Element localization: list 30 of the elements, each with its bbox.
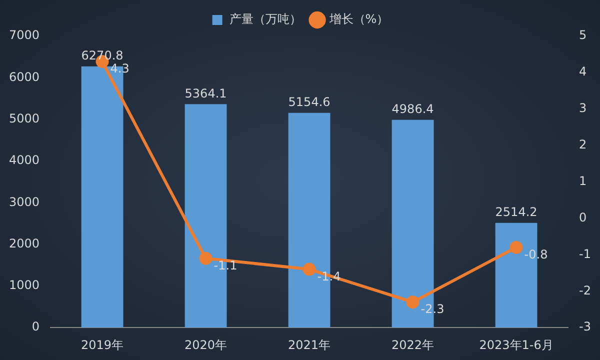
y2-tick-label: 4 [579, 64, 587, 79]
y2-tick-label: 0 [579, 210, 587, 224]
x-tick-label: 2019年 [81, 338, 124, 352]
x-tick-label: 2021年 [288, 338, 331, 352]
y-tick-label: 2000 [8, 236, 40, 250]
y2-tick-label: -3 [579, 320, 592, 334]
y-tick-label: 1000 [8, 278, 40, 292]
legend-label: 增长（%） [328, 12, 389, 26]
data-label: 6270.8 [81, 48, 124, 62]
y2-tick-label: 5 [579, 28, 587, 42]
y-tick-label: 5000 [8, 111, 40, 126]
y-tick-label: 4000 [8, 153, 40, 168]
y2-tick-label: 2 [579, 137, 587, 152]
data-label: -1.4 [317, 269, 341, 284]
data-label: 2514.2 [495, 204, 538, 219]
y-tick-label: 6000 [8, 70, 40, 84]
y-tick-label: 7000 [8, 28, 40, 42]
y2-tick-label: -1 [579, 246, 592, 261]
data-label: 5154.6 [288, 95, 330, 109]
y2-tick-label: 3 [579, 101, 587, 116]
y-tick-label: 3000 [8, 194, 40, 209]
y-tick-label: 0 [32, 320, 40, 334]
y2-tick-label: 1 [579, 174, 587, 188]
data-label: 5364.1 [184, 86, 227, 100]
y2-tick-label: -2 [579, 283, 592, 298]
data-label: 4986.4 [392, 102, 434, 116]
x-tick-label: 2020年 [184, 338, 228, 352]
x-tick-label: 2023年1-6月 [479, 338, 554, 352]
x-tick-label: 2022年 [392, 338, 434, 352]
legend-label: 产量（万吨） [229, 12, 302, 26]
